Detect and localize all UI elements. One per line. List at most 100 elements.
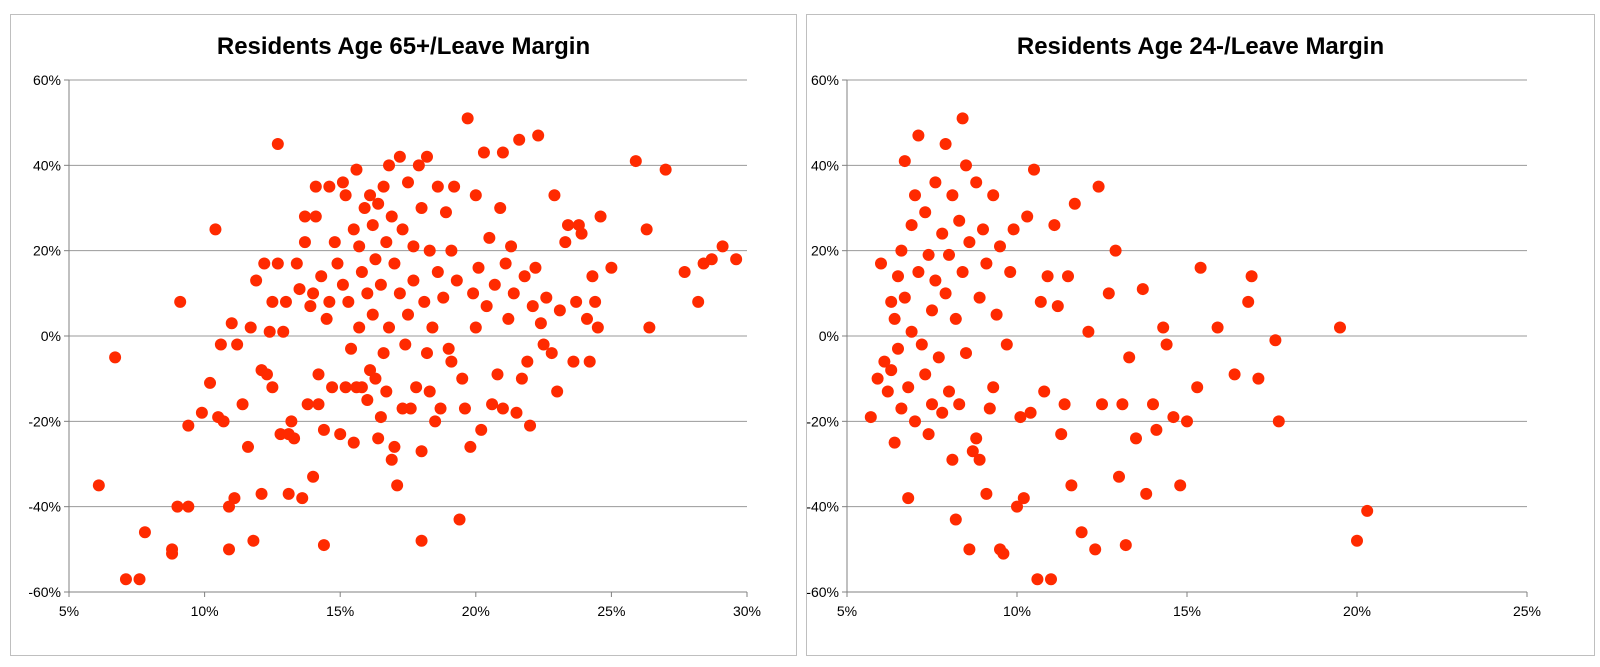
- data-point: [391, 479, 404, 492]
- data-point: [659, 163, 672, 176]
- data-point: [1211, 321, 1224, 334]
- data-point: [383, 159, 396, 172]
- data-point: [491, 368, 504, 381]
- data-point: [507, 287, 520, 300]
- data-point: [317, 423, 330, 436]
- data-point: [567, 355, 580, 368]
- data-point: [328, 236, 341, 249]
- data-point: [1157, 321, 1170, 334]
- data-point: [970, 432, 983, 445]
- data-point: [983, 402, 996, 415]
- data-point: [540, 291, 553, 304]
- data-point: [290, 257, 303, 270]
- data-point: [445, 244, 458, 257]
- data-point: [949, 312, 962, 325]
- data-point: [919, 368, 932, 381]
- data-point: [973, 291, 986, 304]
- data-point: [922, 248, 935, 261]
- data-point: [1004, 266, 1017, 278]
- data-point: [1136, 283, 1149, 296]
- data-point: [1167, 411, 1180, 424]
- data-point: [353, 321, 366, 334]
- data-point: [1334, 321, 1346, 334]
- data-point: [431, 180, 444, 193]
- data-point: [929, 274, 942, 287]
- data-point: [350, 163, 363, 176]
- data-point: [1269, 334, 1282, 347]
- y-tick-label: 60%: [811, 72, 839, 88]
- data-point: [1011, 500, 1023, 513]
- data-point: [453, 513, 466, 526]
- data-point: [214, 338, 227, 351]
- data-point: [312, 368, 325, 381]
- data-point: [551, 385, 564, 398]
- chart-panel-65plus: Residents Age 65+/Leave Margin 60% 40% 20%…: [10, 14, 797, 656]
- data-point: [317, 539, 330, 552]
- data-point: [1174, 479, 1187, 492]
- data-point: [1045, 573, 1057, 586]
- data-point: [388, 440, 401, 453]
- data-point: [217, 415, 230, 428]
- x-tick-label: 15%: [326, 603, 354, 619]
- data-point: [960, 347, 972, 360]
- data-point: [450, 274, 463, 287]
- data-point: [195, 406, 208, 419]
- data-point: [448, 180, 461, 193]
- data-point: [133, 573, 146, 586]
- data-point: [895, 244, 908, 257]
- data-point: [445, 355, 458, 368]
- data-point: [320, 312, 333, 325]
- data-point: [377, 180, 390, 193]
- data-point: [228, 492, 241, 505]
- data-point: [1109, 244, 1122, 257]
- data-point: [692, 295, 705, 308]
- data-point: [939, 138, 952, 150]
- data-point: [412, 159, 425, 172]
- data-point: [534, 317, 547, 330]
- data-point: [605, 261, 618, 274]
- data-point: [477, 146, 490, 159]
- data-point: [182, 419, 195, 432]
- y-tick-label: 20%: [33, 243, 61, 259]
- data-point: [1096, 398, 1108, 411]
- data-point: [388, 257, 401, 270]
- data-point: [241, 440, 254, 453]
- data-point: [594, 210, 607, 223]
- data-point: [469, 189, 482, 202]
- data-point: [730, 253, 743, 266]
- data-point: [537, 338, 550, 351]
- data-point: [878, 355, 891, 368]
- data-point: [336, 176, 349, 189]
- data-point: [258, 257, 271, 270]
- data-point: [366, 219, 379, 232]
- data-point: [1194, 261, 1207, 274]
- data-point: [1181, 415, 1193, 428]
- data-point: [488, 278, 501, 291]
- data-point: [138, 526, 151, 539]
- x-tick-label: 5%: [59, 603, 79, 619]
- data-point: [223, 543, 236, 556]
- data-point: [888, 312, 901, 325]
- data-point: [510, 406, 523, 419]
- data-point: [461, 112, 474, 125]
- data-point: [236, 398, 249, 411]
- data-point: [423, 385, 436, 398]
- data-point: [580, 312, 593, 325]
- data-point: [895, 402, 908, 415]
- data-point: [545, 347, 558, 360]
- data-point: [640, 223, 653, 236]
- data-point: [932, 351, 945, 364]
- data-point: [415, 445, 428, 458]
- data-point: [285, 415, 298, 428]
- data-point: [494, 202, 507, 214]
- y-tick-label: 40%: [33, 157, 61, 173]
- x-tick-label: 20%: [462, 603, 490, 619]
- data-point: [1017, 492, 1030, 505]
- data-point: [293, 283, 306, 296]
- x-tick-label: 15%: [1173, 603, 1201, 619]
- data-point: [472, 261, 485, 274]
- y-tick-label: 60%: [33, 72, 61, 88]
- data-point: [315, 270, 328, 283]
- data-point: [956, 266, 969, 278]
- data-point: [366, 308, 379, 321]
